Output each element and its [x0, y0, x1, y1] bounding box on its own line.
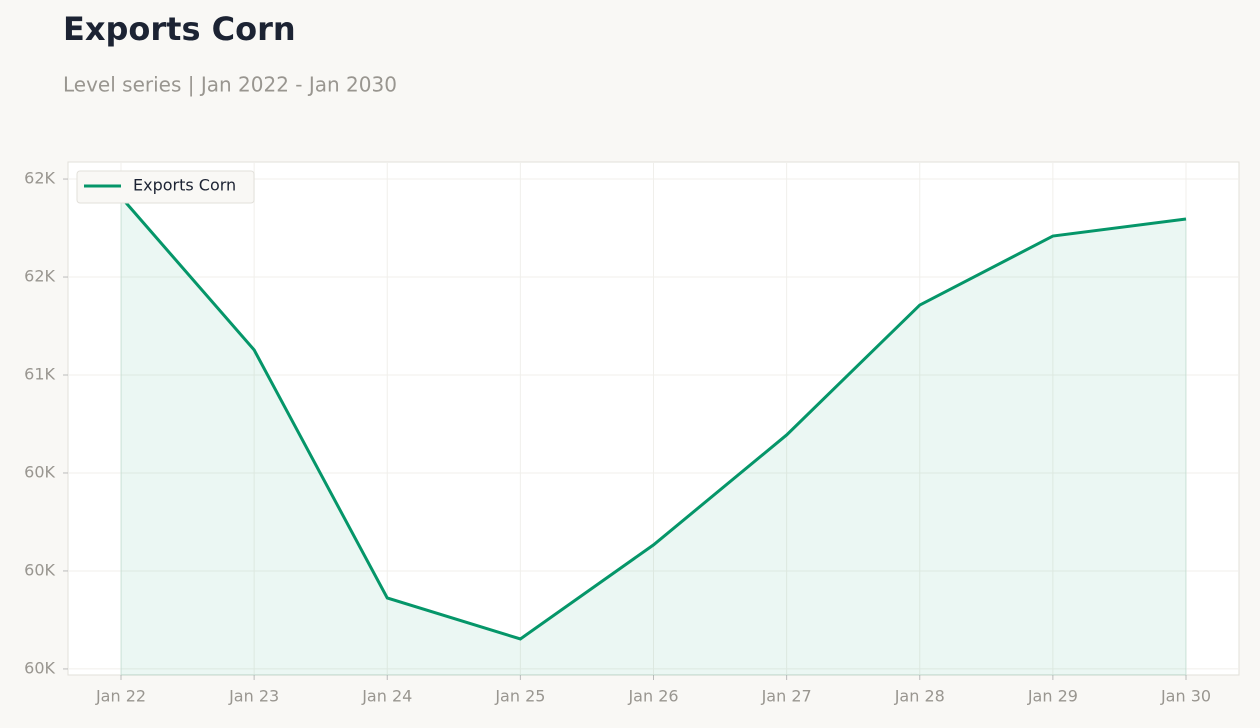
- x-tick-label: Jan 28: [894, 687, 945, 706]
- x-tick-label: Jan 29: [1027, 687, 1078, 706]
- x-tick-label: Jan 25: [494, 687, 545, 706]
- line: [119, 196, 1187, 641]
- legend-label: Exports Corn: [133, 176, 236, 195]
- x-tick-label: Jan 30: [1160, 687, 1211, 706]
- legend-box: [76, 170, 255, 204]
- x-tick-label: Jan 26: [627, 687, 678, 706]
- x-tick-label: Jan 24: [361, 687, 412, 706]
- chart-subtitle: Level series | Jan 2022 - Jan 2030: [63, 73, 397, 97]
- y-tick-label: 60K: [24, 560, 55, 579]
- x-tick-label: Jan 23: [228, 687, 279, 706]
- x-tick-label: Jan 22: [95, 687, 146, 706]
- y-tick-label: 60K: [24, 658, 55, 677]
- legend: Exports Corn: [76, 170, 255, 204]
- y-tick-label: 62K: [24, 267, 55, 286]
- chart-title: Exports Corn: [63, 10, 296, 48]
- x-tick-label: Jan 27: [761, 687, 812, 706]
- y-tick-label: 61K: [24, 364, 55, 383]
- y-tick-label: 60K: [24, 462, 55, 481]
- y-tick-label: 62K: [24, 169, 55, 188]
